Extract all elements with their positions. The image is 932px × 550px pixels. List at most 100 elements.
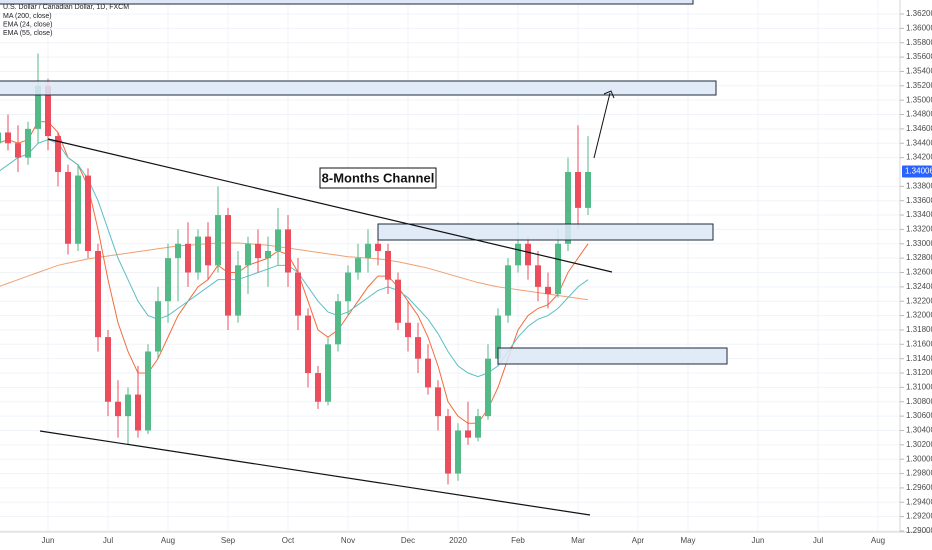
candle-body <box>115 401 121 417</box>
y-tick-label: 1.29800 <box>906 469 932 478</box>
y-tick-label: 1.30200 <box>906 440 932 449</box>
y-tick-label: 1.34800 <box>906 110 932 119</box>
candle-body <box>535 265 541 287</box>
legend-title: U.S. Dollar / Canadian Dollar, 1D, FXCM <box>3 4 129 11</box>
x-tick-label: Feb <box>511 536 525 545</box>
y-tick-label: 1.33600 <box>906 196 932 205</box>
candle-body <box>585 171 591 208</box>
candle-body <box>385 250 391 280</box>
x-tick-label: Dec <box>401 536 415 545</box>
candle-body <box>265 250 271 259</box>
candle-body <box>235 265 241 316</box>
candle-body <box>25 128 31 158</box>
candle-body <box>175 243 181 259</box>
candle-body <box>575 171 581 208</box>
axes: 1.36200 1.36000 1.35800 1.35600 1.35400 1.352… <box>42 9 932 545</box>
candle-body <box>75 175 81 244</box>
candle-body <box>85 175 91 251</box>
candle-body <box>195 236 201 273</box>
y-tick-label: 1.31400 <box>906 354 932 363</box>
annotation-box <box>319 167 437 189</box>
x-tick-label: May <box>680 536 695 545</box>
x-tick-label: 2020 <box>449 536 467 545</box>
x-tick-label: Mar <box>571 536 585 545</box>
y-tick-label: 1.35600 <box>906 52 932 61</box>
candle-body <box>35 85 41 129</box>
y-tick-label: 1.29600 <box>906 483 932 492</box>
candle-body <box>145 351 151 431</box>
candle-body <box>125 394 131 417</box>
y-tick-label: 1.36000 <box>906 23 932 32</box>
grid <box>0 0 900 532</box>
last-price-tag <box>902 165 932 178</box>
last-price-label: 1.34006 <box>905 167 932 176</box>
candle-body <box>15 143 21 158</box>
candle-body <box>105 337 111 402</box>
arrow <box>593 92 611 159</box>
x-tick-label: Aug <box>161 536 175 545</box>
y-tick-label: 1.36200 <box>906 9 932 18</box>
candle-body <box>285 229 291 273</box>
candle-body <box>465 430 471 438</box>
candle-body <box>325 344 331 402</box>
plot <box>0 53 591 485</box>
zone-box <box>377 223 714 241</box>
candle-body <box>215 215 221 266</box>
candle-body <box>255 243 261 259</box>
y-tick-label: 1.32600 <box>906 268 932 277</box>
x-tick-label: Jun <box>42 536 55 545</box>
x-tick-label: Nov <box>341 536 355 545</box>
y-tick-label: 1.34600 <box>906 124 932 133</box>
candle-body <box>5 132 11 144</box>
y-tick-label: 1.35200 <box>906 81 932 90</box>
candle-body <box>525 243 531 266</box>
candle-body <box>495 315 501 359</box>
trend-line <box>39 430 591 516</box>
y-tick-label: 1.33800 <box>906 181 932 190</box>
y-tick-label: 1.33200 <box>906 225 932 234</box>
legend-entry: EMA (24, close) <box>3 21 52 28</box>
candle-body <box>225 215 231 316</box>
candle-body <box>345 272 351 302</box>
y-tick-label: 1.33000 <box>906 239 932 248</box>
x-tick-label: Aug <box>871 536 885 545</box>
candle-body <box>355 258 361 273</box>
drawings: 8-Months Channel <box>0 0 728 516</box>
trend-line <box>47 138 613 273</box>
x-tick-label: Apr <box>632 536 645 545</box>
candle-body <box>65 171 71 244</box>
x-tick-label: Oct <box>282 536 295 545</box>
candle-body <box>445 416 451 474</box>
y-tick-label: 1.32400 <box>906 282 932 291</box>
x-tick-label: Sep <box>221 536 236 545</box>
y-tick-label: 1.34400 <box>906 138 932 147</box>
y-tick-label: 1.34200 <box>906 153 932 162</box>
arrow-head <box>603 90 615 99</box>
candle-body <box>455 430 461 474</box>
candle-body <box>335 301 341 345</box>
candle-body <box>95 250 101 338</box>
y-tick-label: 1.30000 <box>906 454 932 463</box>
y-tick-label: 1.30800 <box>906 397 932 406</box>
candle-body <box>245 243 251 266</box>
y-tick-label: 1.35400 <box>906 67 932 76</box>
candle-body <box>405 322 411 338</box>
legend: MA (200, close)EMA (24, close) EMA (55, c… <box>3 13 52 37</box>
candle-body <box>365 243 371 259</box>
candle-body <box>375 243 381 251</box>
candle-body <box>555 243 561 295</box>
zone-box <box>0 0 694 5</box>
y-tick-label: 1.32800 <box>906 253 932 262</box>
candle-body <box>395 279 401 323</box>
zone-box <box>0 80 717 96</box>
x-tick-label: Jul <box>103 536 113 545</box>
candle-body <box>505 265 511 316</box>
candle-body <box>515 243 521 266</box>
y-tick-label: 1.33400 <box>906 210 932 219</box>
x-tick-label: Jun <box>752 536 765 545</box>
candle-body <box>185 243 191 273</box>
legend-entry: EMA (55, close) <box>3 30 52 37</box>
y-tick-label: 1.35800 <box>906 38 932 47</box>
annotation: 8-Months Channel <box>322 170 435 185</box>
candle-body <box>315 373 321 402</box>
